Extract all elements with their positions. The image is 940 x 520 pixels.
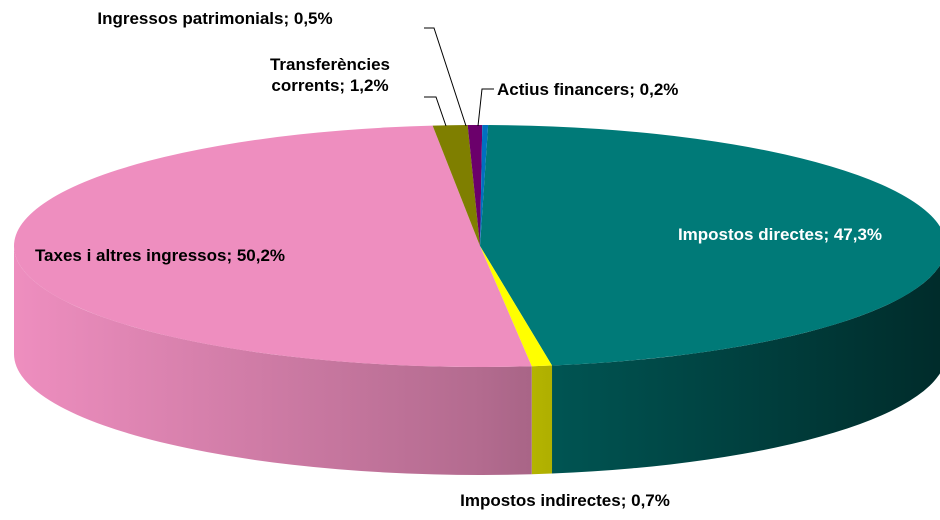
slice-label: Transferències corrents; 1,2% — [240, 54, 420, 96]
slice-label: Impostos indirectes; 0,7% — [400, 490, 730, 511]
pie-side — [14, 246, 532, 475]
pie-slice — [13, 125, 532, 368]
category-label: Impostos directes; — [677, 225, 830, 244]
slice-label: Actius financers; 0,2% — [497, 79, 797, 100]
category-label: Transferències corrents; — [269, 55, 390, 95]
pie-tops — [13, 124, 940, 368]
category-label: Actius financers; — [497, 80, 635, 99]
pie-side — [552, 265, 940, 474]
category-label: Impostos indirectes; — [460, 491, 627, 510]
slice-label: Ingressos patrimonials; 0,5% — [65, 8, 365, 29]
value-label: 0,7% — [631, 491, 670, 510]
value-label: 0,5% — [293, 9, 333, 28]
value-label: 50,2% — [236, 246, 286, 265]
leader-line — [424, 96, 447, 127]
pie-slice — [480, 125, 940, 366]
pie-slice — [480, 246, 553, 367]
pie-slice — [432, 125, 480, 246]
value-label: 47,3% — [833, 225, 883, 244]
slice-label: Taxes i altres ingressos; 50,2% — [10, 245, 310, 266]
value-label: 0,2% — [639, 80, 679, 99]
pie-slice — [467, 124, 483, 246]
pie-slice — [480, 125, 489, 246]
slice-label: Impostos directes; 47,3% — [630, 224, 930, 245]
category-label: Taxes i altres ingressos; — [34, 246, 233, 265]
value-label: 1,2% — [349, 76, 389, 95]
leader-line — [477, 88, 494, 127]
pie-sides — [14, 246, 940, 475]
leader-lines — [424, 27, 494, 127]
leader-line — [424, 27, 467, 127]
pie-side — [531, 365, 553, 475]
category-label: Ingressos patrimonials; — [97, 9, 290, 28]
